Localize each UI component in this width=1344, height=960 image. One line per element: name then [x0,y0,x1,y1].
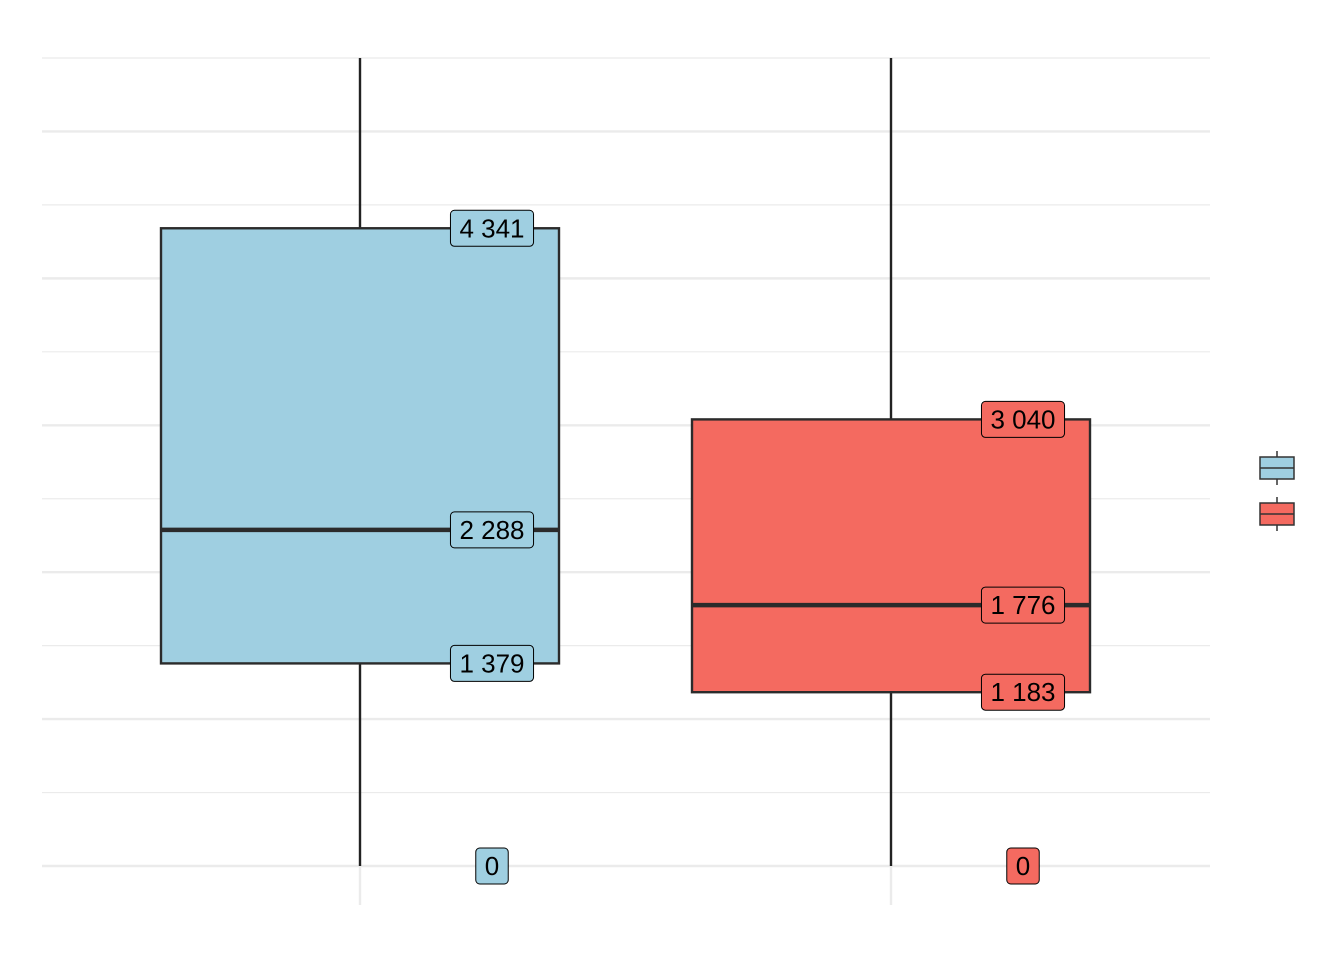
value-label: 0 [475,847,509,885]
value-label-box [449,644,535,682]
legend-key-2 [1259,497,1295,531]
value-label-box [980,400,1066,438]
legend [1259,451,1295,531]
boxes-layer [159,58,1092,866]
value-label-text: 1 183 [990,677,1055,707]
value-label: 2 288 [449,511,535,549]
value-label-text: 4 341 [459,213,524,243]
value-label-box [449,209,535,247]
value-label-box [980,673,1066,711]
value-label: 1 379 [449,644,535,682]
value-label-box [1006,847,1040,885]
value-label: 0 [1006,847,1040,885]
value-label-text: 1 776 [990,590,1055,620]
value-label-text: 0 [1016,851,1030,881]
box-body [159,227,561,665]
value-label-box [475,847,509,885]
value-label: 4 341 [449,209,535,247]
value-label: 3 040 [980,400,1066,438]
value-labels-layer: 4 341 2 288 1 379 0 3 040 1 776 1 183 0 [449,209,1066,885]
value-label: 1 776 [980,586,1066,624]
box-1 [159,58,561,866]
value-label-text: 1 379 [459,648,524,678]
box-2 [690,58,1092,866]
value-label-text: 2 288 [459,515,524,545]
value-label-text: 0 [485,851,499,881]
value-label-box [980,586,1066,624]
value-label: 1 183 [980,673,1066,711]
value-label-box [449,511,535,549]
value-label-text: 3 040 [990,404,1055,434]
legend-key-1 [1259,451,1295,485]
box-body [690,418,1092,694]
